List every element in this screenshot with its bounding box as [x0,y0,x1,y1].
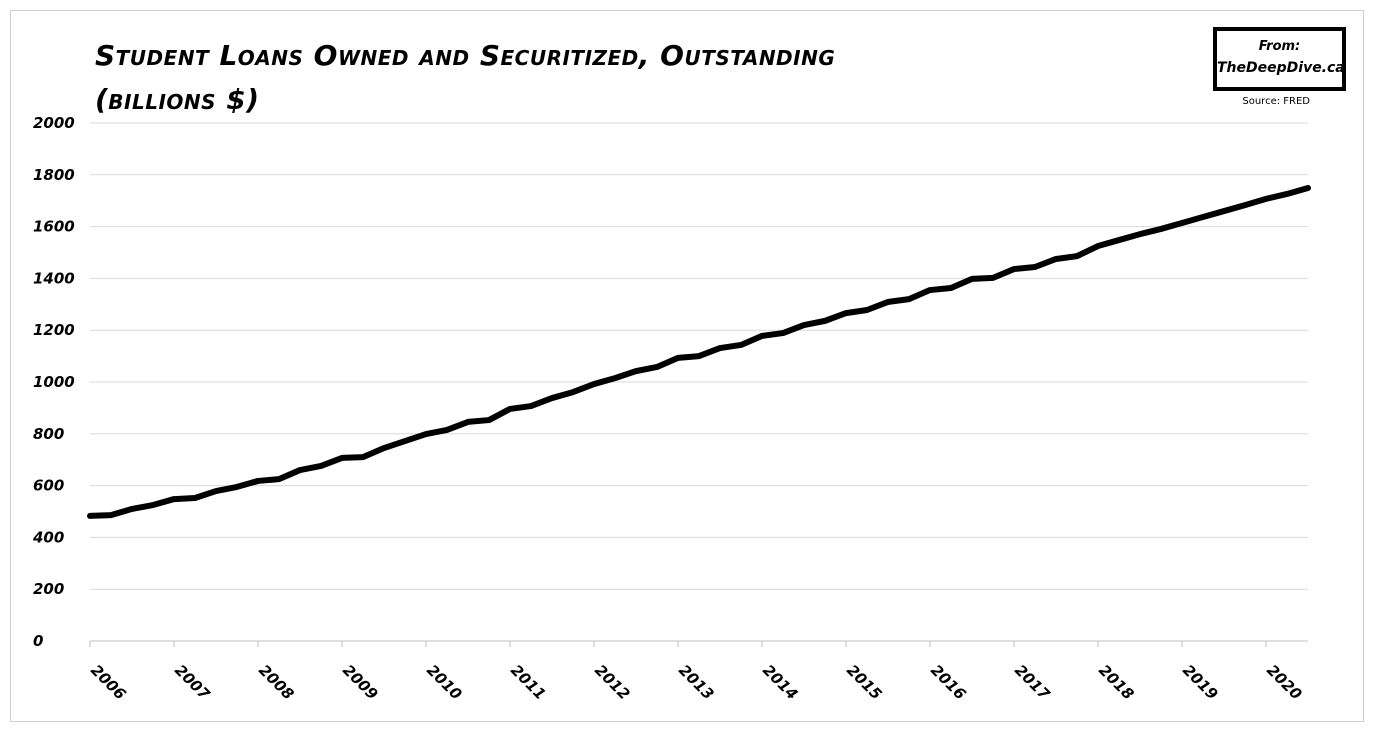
y-tick-label: 1400 [33,269,75,287]
x-tick-label: 2013 [675,661,717,703]
y-tick-label: 600 [33,477,64,495]
y-tick-label: 200 [33,580,64,598]
x-tick-label: 2006 [87,661,129,703]
x-tick-label: 2011 [507,661,549,703]
x-tick-label: 2018 [1095,661,1137,703]
x-tick-label: 2010 [423,661,465,703]
x-tick-label: 2007 [171,661,214,704]
y-tick-label: 1000 [33,373,75,391]
chart-title: Student Loans Owned and Securitized, Out… [95,39,836,116]
frame [10,10,1364,722]
source-note: Source: FRED [1242,96,1310,107]
x-tick-label: 2019 [1179,661,1221,703]
y-tick-label: 0 [33,632,43,650]
x-tick-label: 2014 [759,661,801,703]
x-tick-label: 2015 [843,661,885,703]
y-tick-label: 2000 [33,114,75,132]
logo-text: From: [1258,39,1301,54]
y-tick-label: 1200 [33,321,75,339]
x-tick-label: 2017 [1011,661,1054,704]
x-tick-label: 2020 [1263,661,1305,703]
y-tick-label: 400 [32,528,64,546]
x-tick-label: 2009 [339,661,381,703]
x-tick-label: 2012 [591,661,633,703]
y-tick-label: 1600 [33,218,75,236]
data-line [87,185,1311,519]
x-tick-label: 2016 [927,661,969,703]
y-tick-label: 800 [33,425,64,443]
logo: From: TheDeepDive.ca [1213,27,1346,91]
x-tick-label: 2008 [255,661,297,703]
logo-text: TheDeepDive.ca [1217,60,1345,76]
y-tick-label: 1800 [33,166,75,184]
